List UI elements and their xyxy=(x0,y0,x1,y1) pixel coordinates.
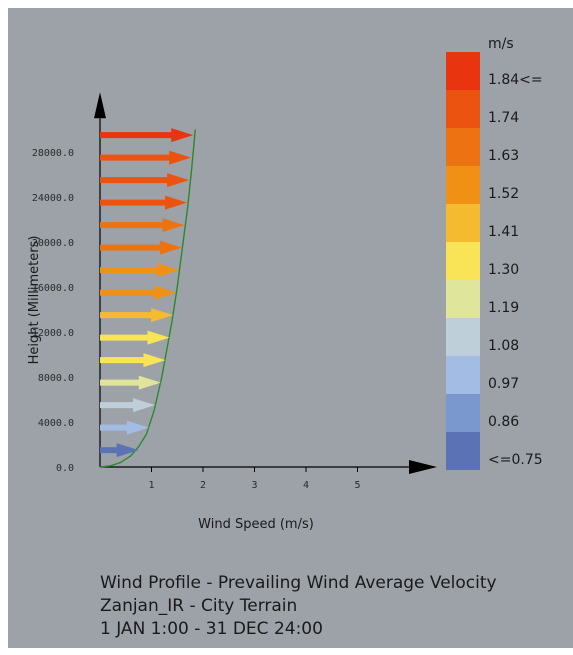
y-tick-label: 24000.0 xyxy=(32,193,74,204)
wind-arrow xyxy=(100,375,161,390)
wind-arrow xyxy=(100,173,190,188)
legend-swatch xyxy=(446,90,480,128)
legend-swatch xyxy=(446,318,480,356)
legend-label: 0.86 xyxy=(488,414,519,430)
legend-swatch xyxy=(446,242,480,280)
axes xyxy=(94,92,437,474)
wind-profile-chart: 1 2 3 4 5 0.0 4000.0 8000.0 12000.0 16000.0 20000.… xyxy=(27,36,543,639)
legend: m/s 1.84<= 1.74 1.63 1.52 1.41 1.30 1.19 1.08 0.9… xyxy=(446,36,543,470)
legend-unit: m/s xyxy=(488,36,514,52)
legend-swatch xyxy=(446,52,480,90)
title-line-1: Wind Profile - Prevailing Wind Average V… xyxy=(100,573,497,593)
title-line-3: 1 JAN 1:00 - 31 DEC 24:00 xyxy=(100,619,323,639)
legend-swatch xyxy=(446,204,480,242)
x-tick-label: 2 xyxy=(200,480,206,491)
legend-label: 1.84<= xyxy=(488,72,543,88)
tick-labels: 1 2 3 4 5 0.0 4000.0 8000.0 12000.0 16000.0 20000.… xyxy=(32,148,361,491)
y-tick-label: 8000.0 xyxy=(38,373,74,384)
legend-swatch xyxy=(446,356,480,394)
y-tick-label: 4000.0 xyxy=(38,418,74,429)
wind-arrow xyxy=(100,218,185,233)
y-tick-label: 12000.0 xyxy=(32,328,74,339)
legend-label: <=0.75 xyxy=(488,452,543,468)
chart-panel: 1 2 3 4 5 0.0 4000.0 8000.0 12000.0 16000.0 20000.… xyxy=(8,8,573,648)
wind-arrow xyxy=(100,195,188,210)
legend-label: 1.19 xyxy=(488,300,519,316)
wind-arrow xyxy=(100,128,194,143)
y-tick-label: 0.0 xyxy=(56,463,74,474)
wind-arrow xyxy=(100,263,180,278)
x-axis-arrowhead xyxy=(409,460,437,474)
wind-arrow xyxy=(100,420,149,435)
x-axis-label: Wind Speed (m/s) xyxy=(198,517,314,532)
profile-curve xyxy=(99,129,196,468)
title-line-2: Zanjan_IR - City Terrain xyxy=(100,596,297,616)
wind-arrows xyxy=(100,128,194,458)
wind-arrow xyxy=(100,398,156,413)
x-tick-label: 5 xyxy=(354,480,360,491)
wind-arrow xyxy=(100,353,166,368)
legend-swatch xyxy=(446,394,480,432)
legend-label: 1.30 xyxy=(488,262,519,278)
legend-swatch xyxy=(446,166,480,204)
legend-label: 1.74 xyxy=(488,110,519,126)
y-tick-label: 28000.0 xyxy=(32,148,74,159)
wind-arrow xyxy=(100,308,174,323)
wind-arrow xyxy=(100,443,139,458)
x-tick-label: 4 xyxy=(303,480,309,491)
y-tick-label: 16000.0 xyxy=(32,283,74,294)
x-tick-label: 3 xyxy=(251,480,257,491)
legend-label: 1.52 xyxy=(488,186,519,202)
legend-label: 1.41 xyxy=(488,224,519,240)
wind-arrow xyxy=(100,330,170,345)
legend-label: 1.63 xyxy=(488,148,519,164)
profile-curve-group xyxy=(99,129,196,468)
y-axis-arrowhead xyxy=(94,92,106,119)
wind-arrow xyxy=(100,285,177,300)
legend-label: 1.08 xyxy=(488,338,519,354)
y-tick-label: 20000.0 xyxy=(32,238,74,249)
wind-arrow xyxy=(100,150,192,165)
x-tick-label: 1 xyxy=(148,480,154,491)
legend-swatch xyxy=(446,128,480,166)
legend-swatch xyxy=(446,280,480,318)
wind-arrow xyxy=(100,240,182,255)
legend-swatch xyxy=(446,432,480,470)
legend-label: 0.97 xyxy=(488,376,519,392)
y-axis-label: Height (Millimeters) xyxy=(27,236,42,365)
